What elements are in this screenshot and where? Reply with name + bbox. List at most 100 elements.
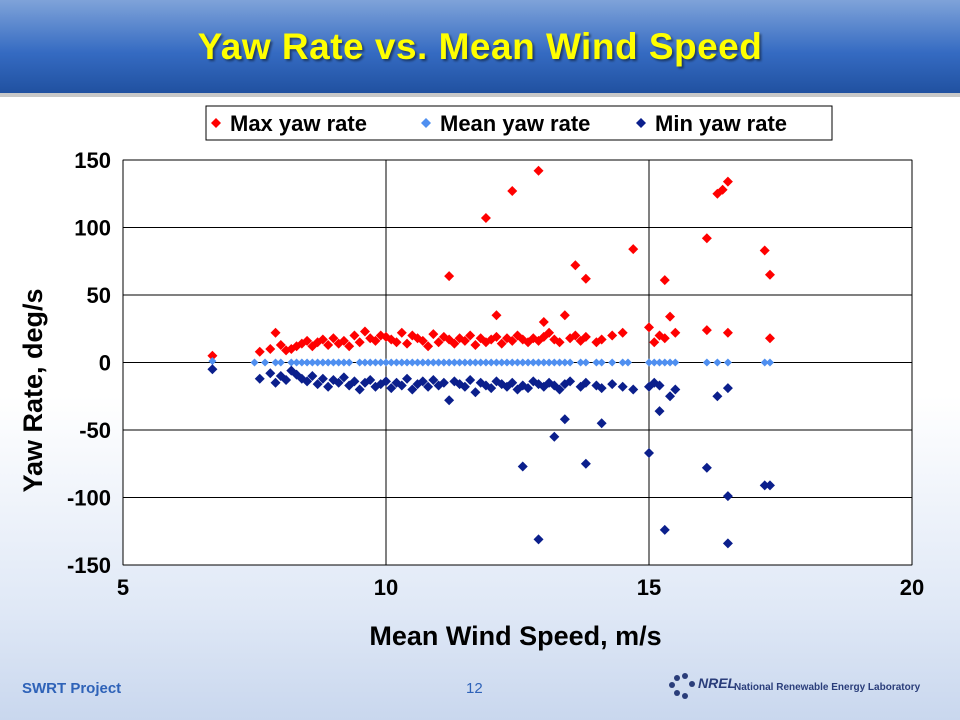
data-point-max-yaw-rate <box>317 334 328 345</box>
data-point-min-yaw-rate <box>254 373 265 384</box>
data-point-max-yaw-rate <box>486 334 497 345</box>
data-point-min-yaw-rate <box>607 379 618 390</box>
title-divider <box>0 93 960 97</box>
data-point-max-yaw-rate <box>722 176 733 187</box>
data-point-max-yaw-rate <box>649 337 660 348</box>
data-point-max-yaw-rate <box>365 333 376 344</box>
data-point-max-yaw-rate <box>275 339 286 350</box>
data-point-min-yaw-rate <box>307 371 318 381</box>
data-point-min-yaw-rate <box>323 381 334 392</box>
data-point-mean-yaw-rate <box>429 358 438 367</box>
data-point-mean-yaw-rate <box>318 358 327 367</box>
data-point-mean-yaw-rate <box>650 358 659 367</box>
data-point-min-yaw-rate <box>659 524 670 535</box>
y-axis-label: Yaw Rate, deg/s <box>18 288 48 492</box>
data-point-mean-yaw-rate <box>460 358 469 367</box>
data-point-max-yaw-rate <box>338 335 349 346</box>
data-point-mean-yaw-rate <box>339 358 348 367</box>
data-point-max-yaw-rate <box>665 311 676 322</box>
data-point-max-yaw-rate <box>344 341 355 352</box>
data-point-mean-yaw-rate <box>576 358 585 367</box>
legend-marker <box>421 118 431 128</box>
data-point-mean-yaw-rate <box>371 358 380 367</box>
data-point-min-yaw-rate <box>386 383 397 394</box>
data-point-max-yaw-rate <box>759 245 770 256</box>
data-point-min-yaw-rate <box>701 462 712 473</box>
data-point-mean-yaw-rate <box>466 358 475 367</box>
data-point-min-yaw-rate <box>759 480 770 491</box>
y-tick-label: 0 <box>99 351 111 376</box>
x-tick-label: 20 <box>900 575 924 600</box>
data-point-mean-yaw-rate <box>450 358 459 367</box>
data-point-max-yaw-rate <box>533 165 544 176</box>
data-point-mean-yaw-rate <box>408 358 417 367</box>
legend-marker <box>211 118 221 128</box>
data-point-mean-yaw-rate <box>492 358 501 367</box>
data-point-mean-yaw-rate <box>455 358 464 367</box>
data-point-min-yaw-rate <box>270 377 281 388</box>
y-tick-label: 50 <box>87 283 111 308</box>
data-point-max-yaw-rate <box>659 275 670 286</box>
data-point-max-yaw-rate <box>491 310 502 321</box>
y-tick-label: 150 <box>74 148 111 173</box>
data-point-min-yaw-rate <box>628 384 639 395</box>
y-tick-label: 100 <box>74 216 111 241</box>
data-point-min-yaw-rate <box>523 383 534 394</box>
data-point-min-yaw-rate <box>559 414 570 425</box>
data-point-min-yaw-rate <box>349 376 360 387</box>
data-point-min-yaw-rate <box>764 480 775 491</box>
data-point-max-yaw-rate <box>496 338 507 349</box>
data-point-mean-yaw-rate <box>529 358 538 367</box>
slide-title: Yaw Rate vs. Mean Wind Speed <box>197 26 763 67</box>
data-point-mean-yaw-rate <box>292 358 301 367</box>
data-point-mean-yaw-rate <box>524 358 533 367</box>
y-tick-label: -150 <box>67 553 111 578</box>
data-point-min-yaw-rate <box>402 373 413 384</box>
data-point-min-yaw-rate <box>617 381 628 392</box>
data-point-mean-yaw-rate <box>250 358 259 367</box>
data-point-mean-yaw-rate <box>271 358 280 367</box>
data-point-min-yaw-rate <box>423 381 434 392</box>
data-point-max-yaw-rate <box>270 327 281 338</box>
legend-label: Min yaw rate <box>655 111 787 136</box>
data-point-mean-yaw-rate <box>376 358 385 367</box>
data-point-mean-yaw-rate <box>723 358 732 367</box>
data-point-mean-yaw-rate <box>550 358 559 367</box>
data-point-max-yaw-rate <box>491 331 502 342</box>
data-point-max-yaw-rate <box>207 350 218 361</box>
data-point-mean-yaw-rate <box>655 358 664 367</box>
data-point-mean-yaw-rate <box>334 358 343 367</box>
data-point-max-yaw-rate <box>764 269 775 280</box>
data-point-mean-yaw-rate <box>608 358 617 367</box>
data-point-max-yaw-rate <box>428 329 439 340</box>
data-point-mean-yaw-rate <box>276 358 285 367</box>
legend-box <box>205 105 833 141</box>
data-point-mean-yaw-rate <box>261 358 270 367</box>
data-point-mean-yaw-rate <box>539 358 548 367</box>
data-point-max-yaw-rate <box>554 337 565 348</box>
data-point-min-yaw-rate <box>507 377 518 388</box>
yaw-rate-scatter-chart: 5 10 15 20 -150 -100 -50 0 50 100 150 Mean Wind Spe… <box>18 105 924 651</box>
x-tick-label: 15 <box>637 575 661 600</box>
data-point-max-yaw-rate <box>480 213 491 224</box>
data-point-mean-yaw-rate <box>471 358 480 367</box>
data-point-max-yaw-rate <box>617 327 628 338</box>
data-point-max-yaw-rate <box>391 337 402 348</box>
data-point-min-yaw-rate <box>281 375 292 386</box>
legend-label: Max yaw rate <box>230 111 367 136</box>
data-point-min-yaw-rate <box>712 391 723 402</box>
data-point-max-yaw-rate <box>465 330 476 341</box>
data-point-max-yaw-rate <box>402 338 413 349</box>
data-point-mean-yaw-rate <box>413 358 422 367</box>
data-point-max-yaw-rate <box>307 341 318 352</box>
y-tick-label: -100 <box>67 486 111 511</box>
data-point-max-yaw-rate <box>507 335 518 346</box>
data-point-min-yaw-rate <box>396 380 407 391</box>
data-point-max-yaw-rate <box>544 327 555 338</box>
data-point-min-yaw-rate <box>428 375 439 386</box>
data-point-max-yaw-rate <box>349 330 360 341</box>
data-point-mean-yaw-rate <box>476 358 485 367</box>
page-number: 12 <box>466 680 483 697</box>
data-point-max-yaw-rate <box>528 333 539 344</box>
data-point-max-yaw-rate <box>644 322 654 333</box>
